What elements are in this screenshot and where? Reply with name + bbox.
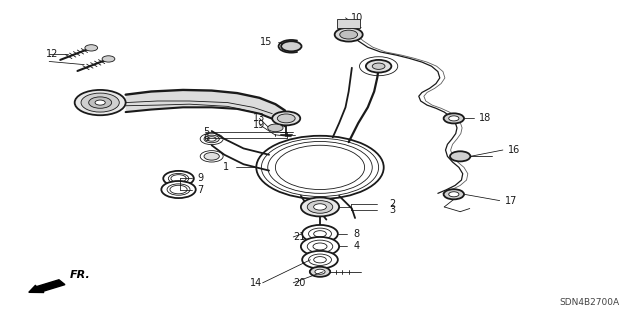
FancyArrow shape xyxy=(29,280,65,293)
Circle shape xyxy=(163,171,194,186)
Circle shape xyxy=(204,152,220,160)
Circle shape xyxy=(310,267,330,277)
Text: 3: 3 xyxy=(389,205,395,215)
Circle shape xyxy=(444,189,464,199)
Circle shape xyxy=(204,135,220,143)
Circle shape xyxy=(272,111,300,125)
Circle shape xyxy=(450,151,470,161)
FancyBboxPatch shape xyxy=(337,19,360,28)
Text: 1: 1 xyxy=(223,162,230,172)
Circle shape xyxy=(281,41,301,51)
Circle shape xyxy=(302,251,338,269)
Text: 4: 4 xyxy=(354,241,360,251)
Circle shape xyxy=(366,60,392,72)
Text: 15: 15 xyxy=(260,38,272,48)
Text: 13: 13 xyxy=(253,113,266,123)
Circle shape xyxy=(314,204,326,210)
Text: 19: 19 xyxy=(253,120,266,130)
Circle shape xyxy=(277,114,295,123)
Circle shape xyxy=(372,63,385,69)
Text: 16: 16 xyxy=(508,145,520,155)
Circle shape xyxy=(301,237,339,256)
Text: 11: 11 xyxy=(351,20,363,30)
Polygon shape xyxy=(125,90,285,126)
Text: FR.: FR. xyxy=(70,270,91,280)
Circle shape xyxy=(307,201,333,213)
Text: 9: 9 xyxy=(198,174,204,183)
Circle shape xyxy=(207,137,216,141)
Circle shape xyxy=(444,113,464,123)
Text: SDN4B2700A: SDN4B2700A xyxy=(559,299,620,308)
Text: 17: 17 xyxy=(505,196,517,206)
Circle shape xyxy=(161,181,196,198)
Circle shape xyxy=(89,97,111,108)
Circle shape xyxy=(256,136,384,199)
Circle shape xyxy=(102,56,115,62)
Text: 5: 5 xyxy=(203,127,209,137)
Text: 2: 2 xyxy=(389,199,395,209)
Text: 8: 8 xyxy=(354,229,360,239)
Circle shape xyxy=(75,90,125,115)
Circle shape xyxy=(81,93,119,112)
Text: 10: 10 xyxy=(351,13,363,23)
Text: 12: 12 xyxy=(46,48,58,59)
Text: 18: 18 xyxy=(479,113,492,123)
Text: 7: 7 xyxy=(198,184,204,195)
Circle shape xyxy=(301,197,339,216)
Text: 20: 20 xyxy=(293,278,306,288)
Circle shape xyxy=(302,225,338,243)
Circle shape xyxy=(449,192,459,197)
Circle shape xyxy=(85,45,98,51)
Circle shape xyxy=(449,116,459,121)
Text: 14: 14 xyxy=(250,278,262,288)
Text: 6: 6 xyxy=(203,133,209,143)
Circle shape xyxy=(340,30,358,39)
Circle shape xyxy=(95,100,105,105)
Circle shape xyxy=(335,28,363,41)
Text: 21: 21 xyxy=(293,232,306,242)
Circle shape xyxy=(315,269,325,274)
Circle shape xyxy=(268,124,283,132)
